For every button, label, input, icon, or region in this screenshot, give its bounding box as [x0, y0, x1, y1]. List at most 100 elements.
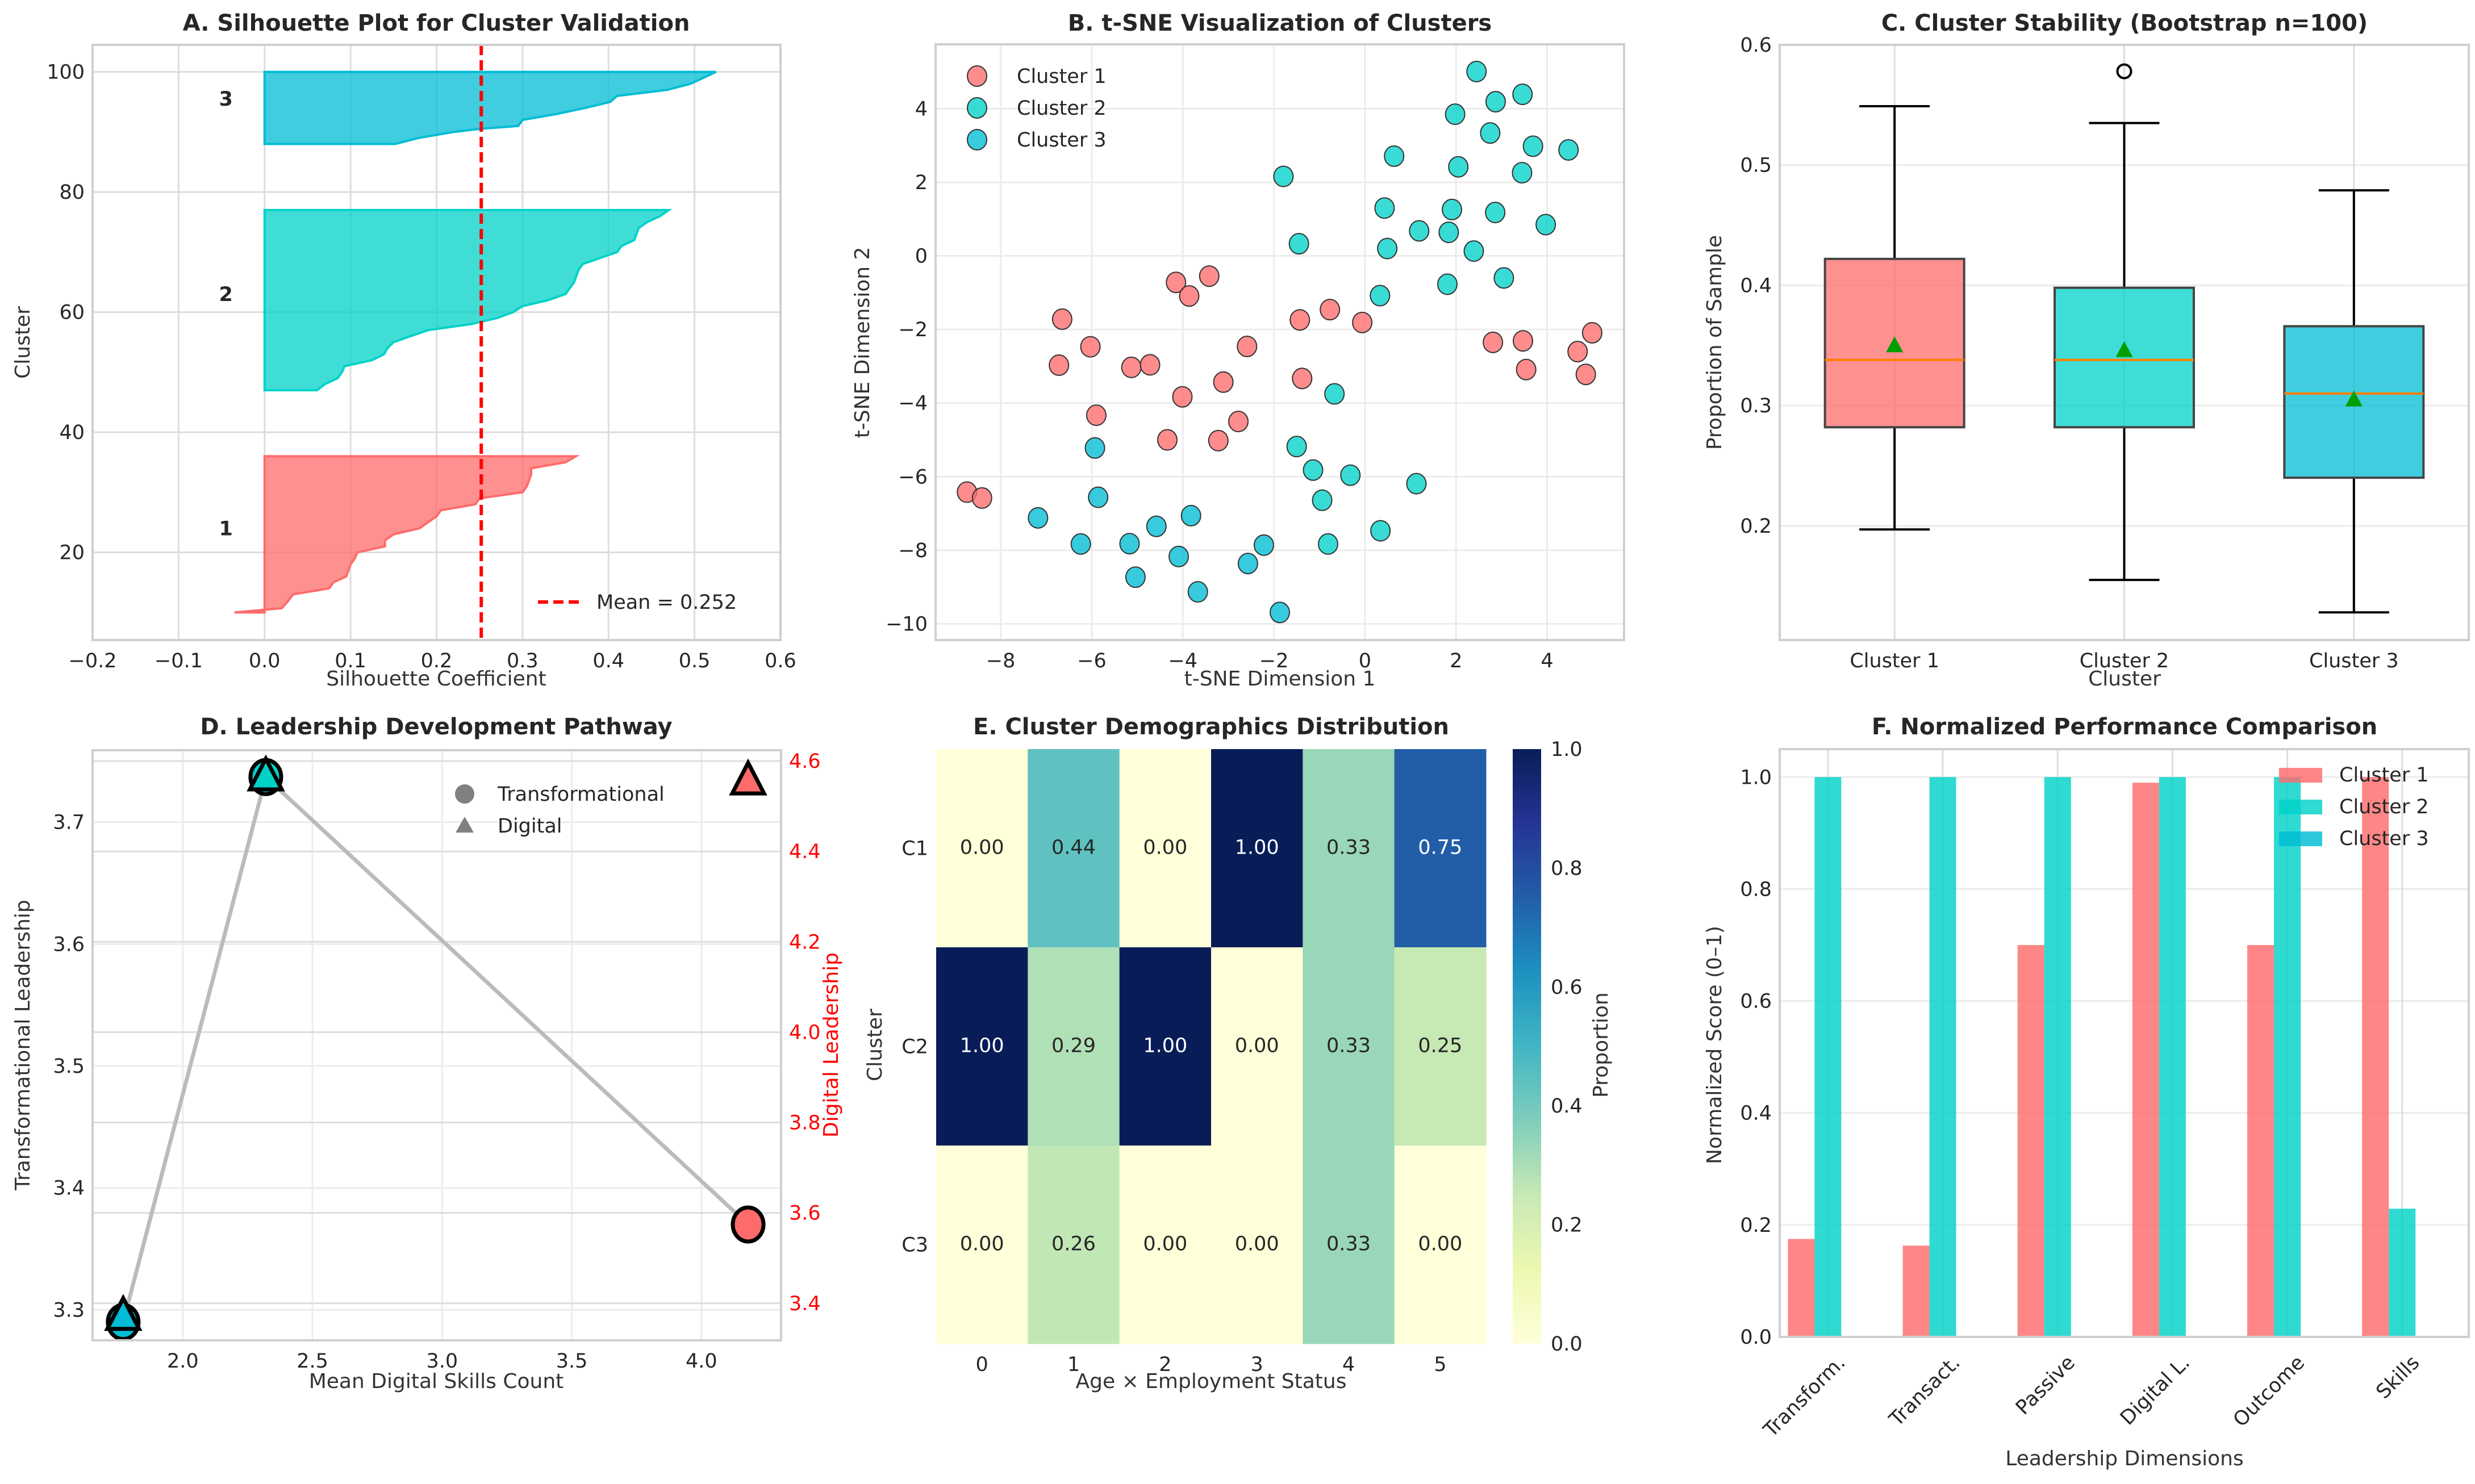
tsne-point-cluster-3 — [1084, 437, 1105, 459]
x-tick-label: Outcome — [2229, 1351, 2309, 1431]
heatmap-cell-value: 0.00 — [1235, 1035, 1279, 1057]
tsne-point-cluster-3 — [1237, 553, 1258, 575]
tsne-point-cluster-2 — [1485, 202, 1506, 224]
x-tick-label: 1 — [1067, 1353, 1080, 1376]
y-tick-label: C3 — [901, 1234, 928, 1257]
tsne-point-cluster-1 — [1049, 354, 1070, 376]
y-tick-label: −10 — [886, 613, 928, 636]
tsne-point-cluster-3 — [1088, 486, 1109, 508]
heatmap-cell — [1211, 947, 1303, 1146]
x-tick-label: 2 — [1159, 1353, 1171, 1376]
bar-cluster-1 — [2362, 777, 2389, 1337]
y-tick-label: 2 — [915, 172, 928, 194]
tsne-point-cluster-1 — [1199, 265, 1220, 287]
legend-label: Transformational — [497, 783, 665, 806]
panel-d-title: D. Leadership Development Pathway — [200, 714, 672, 740]
heatmap-cell — [1211, 749, 1303, 948]
legend-circle-icon — [455, 784, 474, 804]
silhouette-cluster-label: 1 — [219, 517, 232, 540]
tsne-point-cluster-2 — [1288, 233, 1309, 255]
x-tick-label: 5 — [1434, 1353, 1446, 1376]
x-tick-label: 0.3 — [507, 650, 539, 672]
y-tick-label: 3.5 — [53, 1055, 85, 1078]
panel-e-heatmap: E. Cluster Demographics Distribution 0.0… — [863, 714, 1613, 1393]
panel-a-legend-label: Mean = 0.252 — [596, 591, 737, 614]
silhouette-cluster-label: 3 — [219, 88, 232, 111]
y-tick-label: 3.3 — [53, 1299, 85, 1322]
x-tick-label: 2 — [1450, 650, 1462, 672]
tsne-point-cluster-2 — [1522, 135, 1543, 157]
y-tick-label: 0.8 — [1740, 878, 1772, 901]
tsne-point-cluster-3 — [1168, 545, 1189, 567]
heatmap-cell-value: 0.44 — [1051, 837, 1096, 859]
tsne-point-cluster-2 — [1512, 162, 1533, 184]
panel-d-frame — [91, 749, 782, 1341]
heatmap-cell — [936, 1146, 1028, 1344]
bar-cluster-1 — [2247, 945, 2274, 1337]
tsne-point-cluster-1 — [1172, 386, 1193, 408]
legend-label: Cluster 2 — [2339, 796, 2429, 818]
heatmap-cell — [936, 947, 1028, 1146]
x-tick-label: 4 — [1541, 650, 1553, 672]
x-tick-label: Skills — [2372, 1351, 2424, 1403]
panel-f-bars: F. Normalized Performance Comparison Tra… — [1703, 714, 2470, 1470]
box-2 — [2054, 286, 2195, 429]
panel-a-frame — [91, 44, 782, 641]
tsne-point-cluster-3 — [1028, 507, 1049, 529]
digital-triangle-marker — [104, 1294, 143, 1331]
x-tick-label: −4 — [1168, 650, 1197, 672]
heatmap-cell — [1394, 1146, 1487, 1344]
colorbar-tick-label: 1.0 — [1551, 738, 1583, 761]
y-tick-label: 80 — [59, 181, 85, 204]
y-tick-label: 3.4 — [53, 1177, 85, 1200]
bar-cluster-2 — [1814, 777, 1842, 1337]
legend-label: Cluster 2 — [1017, 97, 1107, 120]
legend-marker-icon — [967, 97, 987, 119]
legend-label: Cluster 3 — [1017, 129, 1107, 152]
x-tick-label: 0.0 — [249, 650, 281, 672]
tsne-point-cluster-2 — [1324, 383, 1345, 405]
y-tick-label: 100 — [47, 61, 85, 84]
tsne-point-cluster-2 — [1445, 103, 1466, 126]
y-tick-label: 3.6 — [53, 933, 85, 956]
tsne-point-cluster-2 — [1406, 473, 1427, 495]
tsne-point-cluster-1 — [1320, 299, 1341, 321]
tsne-point-cluster-2 — [1384, 145, 1405, 167]
colorbar-tick-label: 0.6 — [1551, 976, 1583, 999]
panel-d-pathway: D. Leadership Development Pathway 2.0 2.5… — [11, 714, 843, 1393]
mean-triangle-marker — [1886, 336, 1904, 353]
panel-d-xlabel: Mean Digital Skills Count — [309, 1370, 564, 1393]
heatmap-cell-value: 0.00 — [1235, 1233, 1279, 1256]
bar-cluster-1 — [2132, 783, 2159, 1337]
box-3 — [2283, 325, 2425, 479]
tsne-point-cluster-1 — [971, 487, 992, 509]
tsne-point-cluster-1 — [1237, 335, 1258, 357]
tsne-point-cluster-2 — [1493, 267, 1514, 289]
x-tick-label: Passive — [2011, 1351, 2080, 1419]
bar-cluster-1 — [2017, 945, 2044, 1337]
y-tick-label: C1 — [901, 838, 928, 860]
heatmap-cell — [1028, 947, 1120, 1146]
heatmap-cell — [1028, 1146, 1120, 1344]
legend-swatch-icon — [2279, 831, 2322, 846]
y-tick-label: −6 — [898, 466, 928, 488]
x-tick-label: 0 — [976, 1353, 988, 1376]
panel-b-frame — [934, 43, 1625, 641]
tsne-point-cluster-1 — [1179, 285, 1200, 307]
tsne-point-cluster-3 — [1146, 515, 1167, 537]
tsne-point-cluster-2 — [1558, 139, 1579, 161]
heatmap-cell-value: 0.33 — [1326, 1035, 1371, 1057]
x-tick-label: Digital L. — [2116, 1351, 2194, 1429]
panel-e-ylabel: Cluster — [863, 1009, 887, 1081]
panel-f-xlabel: Leadership Dimensions — [2005, 1447, 2243, 1470]
tsne-point-cluster-2 — [1312, 489, 1333, 511]
heatmap-cell-value: 0.00 — [960, 1233, 1004, 1256]
heatmap-cell-value: 0.26 — [1051, 1233, 1096, 1256]
x-tick-label: 4.0 — [686, 1350, 717, 1373]
panel-f-legend: Cluster 1 Cluster 2 Cluster 3 — [2279, 764, 2429, 850]
y-tick-label: 0.5 — [1740, 154, 1772, 177]
tsne-point-cluster-2 — [1286, 436, 1307, 458]
y-tick-label: 60 — [59, 302, 85, 324]
tsne-point-cluster-2 — [1442, 198, 1462, 220]
